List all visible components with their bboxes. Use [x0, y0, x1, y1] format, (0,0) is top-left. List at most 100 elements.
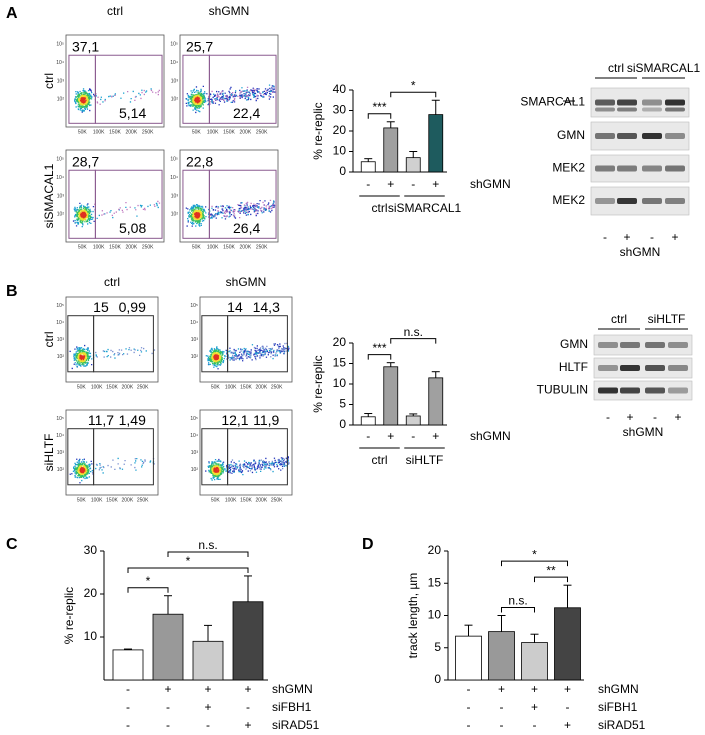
- condition-sign: -: [366, 429, 370, 443]
- x-tick-label: 150K: [240, 384, 252, 390]
- cell-dots: [74, 462, 90, 478]
- lane-sign: +: [626, 410, 633, 424]
- y-tick-label: 10³: [57, 78, 65, 84]
- significance-label: **: [546, 563, 556, 577]
- cell-dots: [208, 349, 224, 365]
- y-tick-label: 10⁴: [170, 175, 178, 181]
- gate-percentage: 15: [93, 299, 109, 315]
- cell-dots: [185, 84, 275, 113]
- gate-percentage: 12,1: [221, 412, 248, 428]
- significance-bracket: [367, 113, 392, 119]
- y-tick-label: 10: [333, 376, 347, 390]
- blot-band: [665, 107, 685, 112]
- blot-strip: [593, 334, 693, 356]
- x-tick-label: 250K: [256, 244, 268, 250]
- x-tick-label: 200K: [125, 129, 137, 135]
- x-tick-label: 250K: [137, 497, 149, 503]
- blot-band: [598, 365, 618, 371]
- blot-group: siSMARCAL1: [627, 61, 701, 75]
- condition-label: shGMN: [470, 429, 511, 443]
- condition-sign: +: [432, 429, 439, 443]
- bar: [360, 416, 376, 426]
- cell-dots: [211, 352, 222, 363]
- gate: [227, 428, 288, 486]
- cell-dots: [75, 349, 90, 365]
- cell-dots: [79, 466, 86, 474]
- blot-band: [642, 99, 662, 106]
- y-tick-label: 20: [333, 123, 347, 137]
- condition-sign: -: [166, 718, 170, 732]
- column-header: shGMN: [209, 4, 250, 18]
- x-tick-label: 150K: [109, 244, 121, 250]
- y-tick-label: 10⁴: [56, 175, 64, 181]
- gate: [93, 315, 154, 373]
- protein-label: TUBULIN: [537, 383, 588, 397]
- gate-percentage: 26,4: [233, 220, 260, 236]
- gate-percentage: 37,1: [72, 39, 99, 55]
- x-tick-label: 100K: [93, 129, 105, 135]
- lane-sign: -: [653, 410, 657, 424]
- cell-dots: [226, 342, 289, 361]
- row-label: siHLTF: [42, 434, 56, 472]
- condition-sign: +: [531, 682, 538, 696]
- blot-group: ctrl: [608, 61, 624, 75]
- bar: [488, 631, 515, 681]
- cell-dots: [192, 94, 203, 106]
- y-tick-label: 10²: [171, 212, 179, 218]
- cell-dots: [205, 456, 290, 474]
- condition-sign: +: [498, 682, 505, 696]
- condition-sign: -: [366, 177, 370, 191]
- bar: [383, 366, 399, 426]
- x-tick-label: 100K: [225, 384, 237, 390]
- y-tick-label: 30: [84, 543, 98, 557]
- blot-band: [617, 99, 637, 106]
- gate-percentage: 22,8: [186, 154, 213, 170]
- blot-band: [617, 107, 637, 112]
- condition-sign: +: [244, 682, 251, 696]
- x-tick-label: 100K: [225, 497, 237, 503]
- plot-frame: [65, 296, 159, 383]
- y-tick-label: 10²: [191, 467, 199, 473]
- condition-sign: -: [500, 718, 504, 732]
- cell-dots: [185, 85, 276, 114]
- y-tick-label: 10³: [171, 78, 179, 84]
- x-tick-label: 200K: [121, 497, 133, 503]
- blot-band: [642, 198, 662, 204]
- y-tick-label: 10²: [57, 467, 65, 473]
- cell-dots: [78, 94, 89, 106]
- blot-band: [665, 133, 685, 139]
- condition-sign: -: [500, 700, 504, 714]
- x-tick-label: 150K: [109, 129, 121, 135]
- plot-frame: [199, 296, 293, 383]
- cell-dots: [194, 212, 201, 219]
- condition-sign: -: [467, 700, 471, 714]
- y-tick-label: 15: [333, 356, 347, 370]
- x-tick-label: 250K: [137, 384, 149, 390]
- cell-dots: [208, 199, 275, 219]
- row-label: ctrl: [42, 73, 56, 89]
- condition-sign: -: [126, 682, 130, 696]
- y-tick-label: 10⁴: [170, 60, 178, 66]
- x-tick-label: 200K: [239, 244, 251, 250]
- x-tick-label: 50K: [211, 497, 221, 503]
- condition-sign: +: [244, 718, 251, 732]
- gate: [94, 54, 163, 124]
- y-tick-label: 10⁵: [56, 416, 64, 422]
- x-tick-label: 50K: [77, 384, 87, 390]
- y-tick-label: 10⁵: [190, 303, 198, 309]
- blot-band: [645, 342, 665, 348]
- y-tick-label: 10²: [171, 97, 179, 103]
- y-tick-label: 10³: [171, 193, 179, 199]
- significance-bracket: [390, 91, 437, 98]
- cell-dots: [226, 458, 290, 472]
- gate: [227, 315, 288, 373]
- blot-band: [617, 165, 637, 172]
- bar: [360, 161, 376, 173]
- x-tick-label: 150K: [223, 129, 235, 135]
- y-tick-label: 10²: [57, 97, 65, 103]
- significance-label: *: [146, 574, 151, 588]
- cell-dots: [92, 347, 156, 358]
- blot-band: [595, 165, 615, 172]
- y-tick-label: 10⁴: [190, 433, 198, 439]
- lane-sign: -: [606, 410, 610, 424]
